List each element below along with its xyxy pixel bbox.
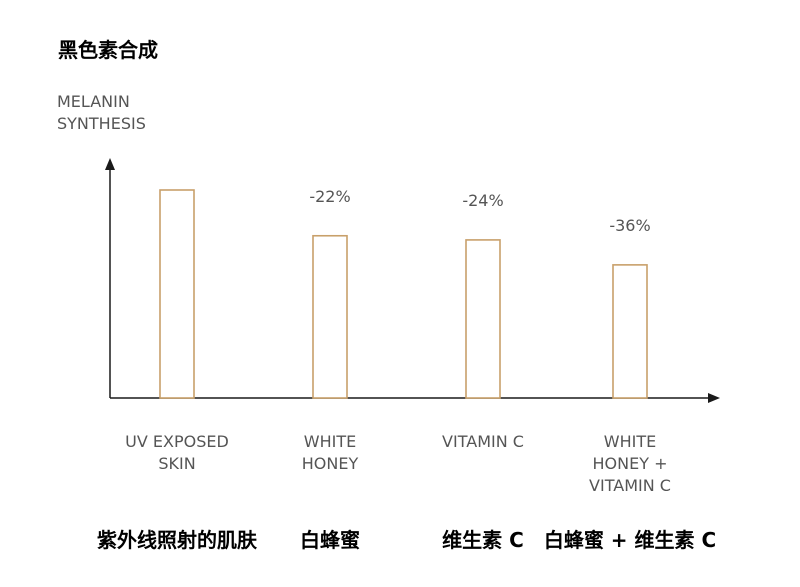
bar bbox=[159, 189, 195, 399]
page-title: 黑色素合成 bbox=[58, 38, 158, 62]
bar bbox=[465, 239, 501, 399]
data-label: -24% bbox=[462, 191, 503, 210]
y-axis-label-line: SYNTHESIS bbox=[57, 114, 146, 133]
x-category-cn-label: 维生素 C bbox=[442, 528, 524, 552]
bars-group bbox=[159, 189, 648, 399]
data-label: -36% bbox=[609, 216, 650, 235]
x-tick-label: HONEY + bbox=[593, 454, 668, 473]
x-tick-label: WHITE bbox=[604, 432, 656, 451]
bar bbox=[312, 234, 348, 399]
chart-axes bbox=[105, 158, 720, 403]
x-category-cn-label: 白蜂蜜 bbox=[300, 528, 360, 552]
x-tick-label: HONEY bbox=[302, 454, 359, 473]
x-category-cn-label: 白蜂蜜 + 维生素 C bbox=[544, 528, 716, 552]
x-tick-label: WHITE bbox=[304, 432, 356, 451]
data-label: -22% bbox=[309, 187, 350, 206]
x-tick-label: UV EXPOSED bbox=[125, 432, 229, 451]
x-tick-label: VITAMIN C bbox=[442, 432, 524, 451]
x-axis-arrow bbox=[708, 393, 720, 403]
x-tick-label: VITAMIN C bbox=[589, 476, 671, 495]
x-category-cn-label: 紫外线照射的肌肤 bbox=[97, 528, 258, 552]
labels-group: UV EXPOSED SKIN 紫外线照射的肌肤 -22% WHITE HONEY 白蜂蜜 -… bbox=[97, 187, 716, 552]
y-axis-label-line: MELANIN bbox=[57, 92, 130, 111]
x-tick-label: SKIN bbox=[158, 454, 195, 473]
y-axis-arrow bbox=[105, 158, 115, 170]
bar bbox=[612, 264, 648, 399]
y-axis-label: MELANIN SYNTHESIS bbox=[57, 92, 146, 133]
